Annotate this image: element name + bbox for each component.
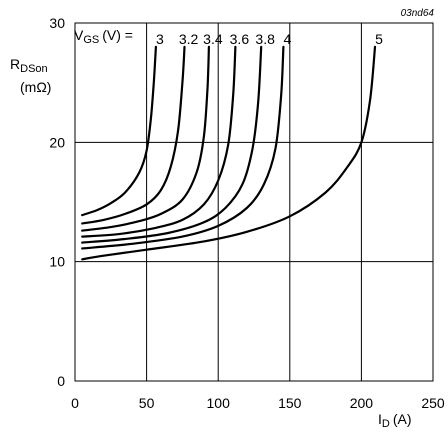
x-tick-label: 50 xyxy=(139,395,155,411)
y-axis-label-sub: DSon xyxy=(20,63,48,75)
x-axis-label: ID (A) xyxy=(378,411,412,430)
x-axis-unit: (A) xyxy=(393,411,412,427)
y-tick-label: 10 xyxy=(49,254,65,270)
series-label: 3.2 xyxy=(179,31,199,47)
figure-code: 03nd64 xyxy=(401,8,435,19)
x-tick-label: 250 xyxy=(421,395,445,411)
series-line-vgs-3-2 xyxy=(81,45,186,225)
x-tick-label: 200 xyxy=(350,395,374,411)
x-axis-label-main: I xyxy=(378,411,382,427)
legend-prefix: VGS (V) = xyxy=(74,27,133,46)
series-line-vgs-3-4 xyxy=(81,45,210,232)
series-label: 5 xyxy=(375,31,383,47)
series-label: 3.4 xyxy=(203,31,223,47)
series-label: 3.6 xyxy=(230,31,250,47)
x-tick-label: 100 xyxy=(207,395,231,411)
legend-prefix-rest: (V) = xyxy=(102,27,133,43)
legend-prefix-main: V xyxy=(74,27,84,43)
y-tick-label: 20 xyxy=(49,134,65,150)
legend-prefix-sub: GS xyxy=(83,34,99,46)
series-label: 4 xyxy=(283,31,291,47)
y-tick-label: 30 xyxy=(49,15,65,31)
y-axis-label: RDSon xyxy=(10,56,48,75)
x-tick-label: 0 xyxy=(71,395,79,411)
x-tick-label: 150 xyxy=(278,395,302,411)
x-tick-labels: 0 50 100 150 200 250 xyxy=(71,395,445,411)
y-tick-labels: 0 10 20 30 xyxy=(49,15,65,389)
grid xyxy=(74,22,434,382)
y-tick-label: 0 xyxy=(57,373,65,389)
y-axis-label-main: R xyxy=(10,56,20,72)
series-label: 3 xyxy=(156,31,164,47)
series-label: 3.8 xyxy=(255,31,275,47)
series-labels: 3 3.2 3.4 3.6 3.8 4 5 xyxy=(156,31,383,47)
curves xyxy=(81,45,377,261)
series-line-vgs-3-6 xyxy=(81,45,237,238)
y-axis-unit: (mΩ) xyxy=(20,79,51,95)
x-axis-label-sub: D xyxy=(382,418,390,430)
series-line-vgs-3 xyxy=(81,45,157,217)
series-line-vgs-4 xyxy=(81,45,285,250)
series-line-vgs-3-8 xyxy=(81,45,263,244)
series-line-vgs-5 xyxy=(81,45,377,261)
plot-frame xyxy=(74,22,434,382)
